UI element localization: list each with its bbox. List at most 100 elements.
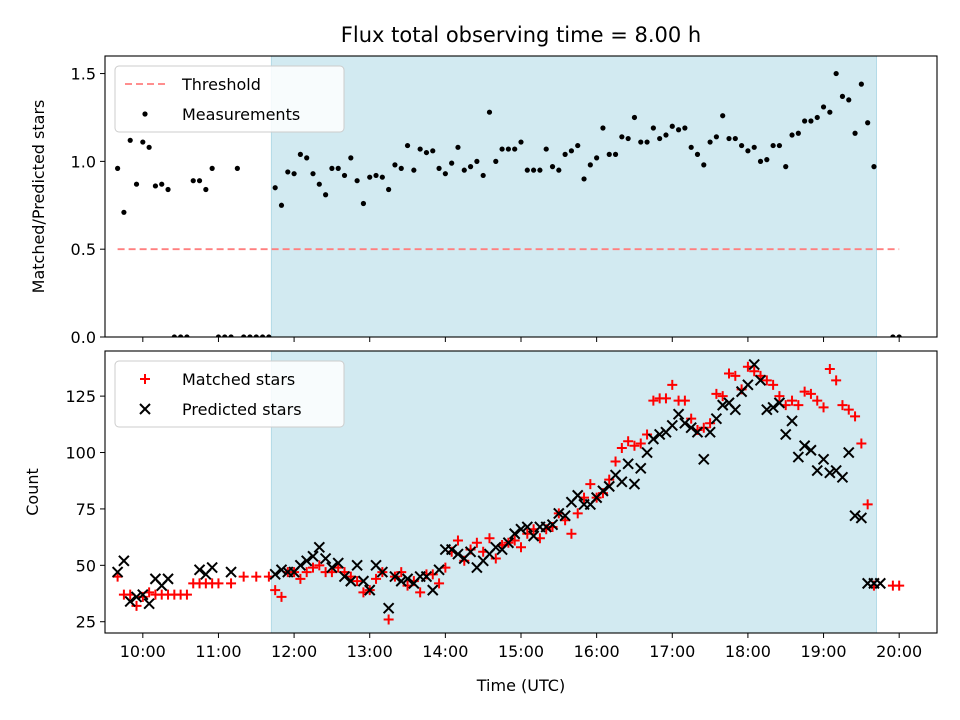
measurement-point [234,165,240,171]
predicted-star-point [300,555,313,567]
x-tick-label: 13:00 [347,642,393,661]
measurement-point [278,202,285,208]
measurement-point [184,334,190,337]
predicted-star-point [748,358,760,371]
matched-star-point [604,474,615,485]
predicted-star-point [754,374,767,387]
predicted-star-point [508,528,521,540]
measurement-point [537,167,543,173]
matched-star-point [856,438,867,449]
measurement-point [398,165,404,171]
measurement-point [266,334,272,337]
measurement-point [631,114,638,121]
measurement-point [707,139,713,145]
predicted-star-point [319,552,332,565]
matched-star-point [843,404,854,415]
predicted-star-point [635,462,647,475]
predicted-star-point [294,559,307,572]
measurement-point [480,172,486,179]
measurement-point [133,181,140,187]
matched-star-point [768,379,779,390]
measurement-point [392,162,398,168]
predicted-star-point [521,521,534,533]
matched-star-point [686,413,697,424]
legend-label: Matched stars [182,370,295,389]
measurement-point [638,139,644,145]
measurement-point [581,176,587,182]
predicted-star-point [364,584,376,596]
matched-star-point [308,562,318,573]
predicted-star-point [389,570,401,583]
predicted-star-point [761,403,773,416]
predicted-star-point [162,573,174,585]
measurement-point [430,148,436,154]
matched-star-point [812,395,823,406]
measurement-point [115,165,121,171]
matched-star-point [295,573,306,584]
legend-label: Threshold [181,75,261,94]
matched-star-point [679,395,690,406]
matched-star-point [635,438,646,449]
measurement-point [461,167,467,173]
predicted-star-point [193,564,206,576]
legend-label: Measurements [182,105,300,124]
x-tick-label: 20:00 [876,642,922,661]
y-tick-label: 75 [76,500,96,519]
measurement-point [726,135,732,142]
predicted-star-point [849,509,861,522]
predicted-star-point [628,478,641,490]
x-tick-label: 18:00 [725,642,771,661]
measurement-point [694,151,701,157]
x-axis-label: Time (UTC) [476,676,565,695]
predicted-star-point [269,568,281,581]
measurement-point [512,146,518,152]
measurement-point [568,148,575,154]
x-tick-label: 19:00 [800,642,846,661]
y-tick-label: 50 [76,556,96,575]
matched-star-point [749,366,760,377]
measurement-point [146,144,152,150]
predicted-star-point [490,541,502,553]
measurement-point [650,125,656,131]
predicted-star-point [130,591,143,603]
matched-star-point [805,388,816,399]
matched-star-point [490,553,501,564]
measurement-point [732,135,738,142]
predicted-star-point [798,440,811,452]
predicted-star-point [118,555,130,567]
predicted-star-point [515,523,527,535]
measurement-point [701,162,707,168]
measurement-point [896,334,902,337]
measurement-point [354,178,360,184]
predicted-star-point [855,512,868,524]
measurement-point [688,144,694,150]
measurement-point [625,135,631,142]
measurement-point [751,144,757,150]
matched-star-point [371,573,382,584]
matched-star-point [314,560,325,571]
y-axis-label: Matched/Predicted stars [29,100,48,294]
x-tick-label: 15:00 [498,642,544,661]
predicted-star-point [143,597,155,610]
measurement-point [127,137,133,143]
measurement-point [215,334,222,337]
matched-star-point [471,537,482,548]
measurement-point [808,118,814,124]
y-tick-label: 100 [65,444,96,463]
measurement-point [253,334,259,337]
predicted-star-point [685,421,697,434]
predicted-star-point [351,559,363,572]
predicted-star-point [716,399,729,411]
y-axis-label: Count [23,468,42,516]
measurement-point [190,178,196,184]
measurement-point [436,165,442,171]
predicted-star-point [742,379,754,391]
measurement-point [890,334,896,337]
measurement-point [675,127,682,133]
predicted-star-point [773,397,786,409]
measurement-point [373,172,379,179]
measurement-point [341,172,348,179]
matched-star-point [717,391,728,402]
predicted-star-point [313,541,326,553]
measurement-point [612,151,619,157]
